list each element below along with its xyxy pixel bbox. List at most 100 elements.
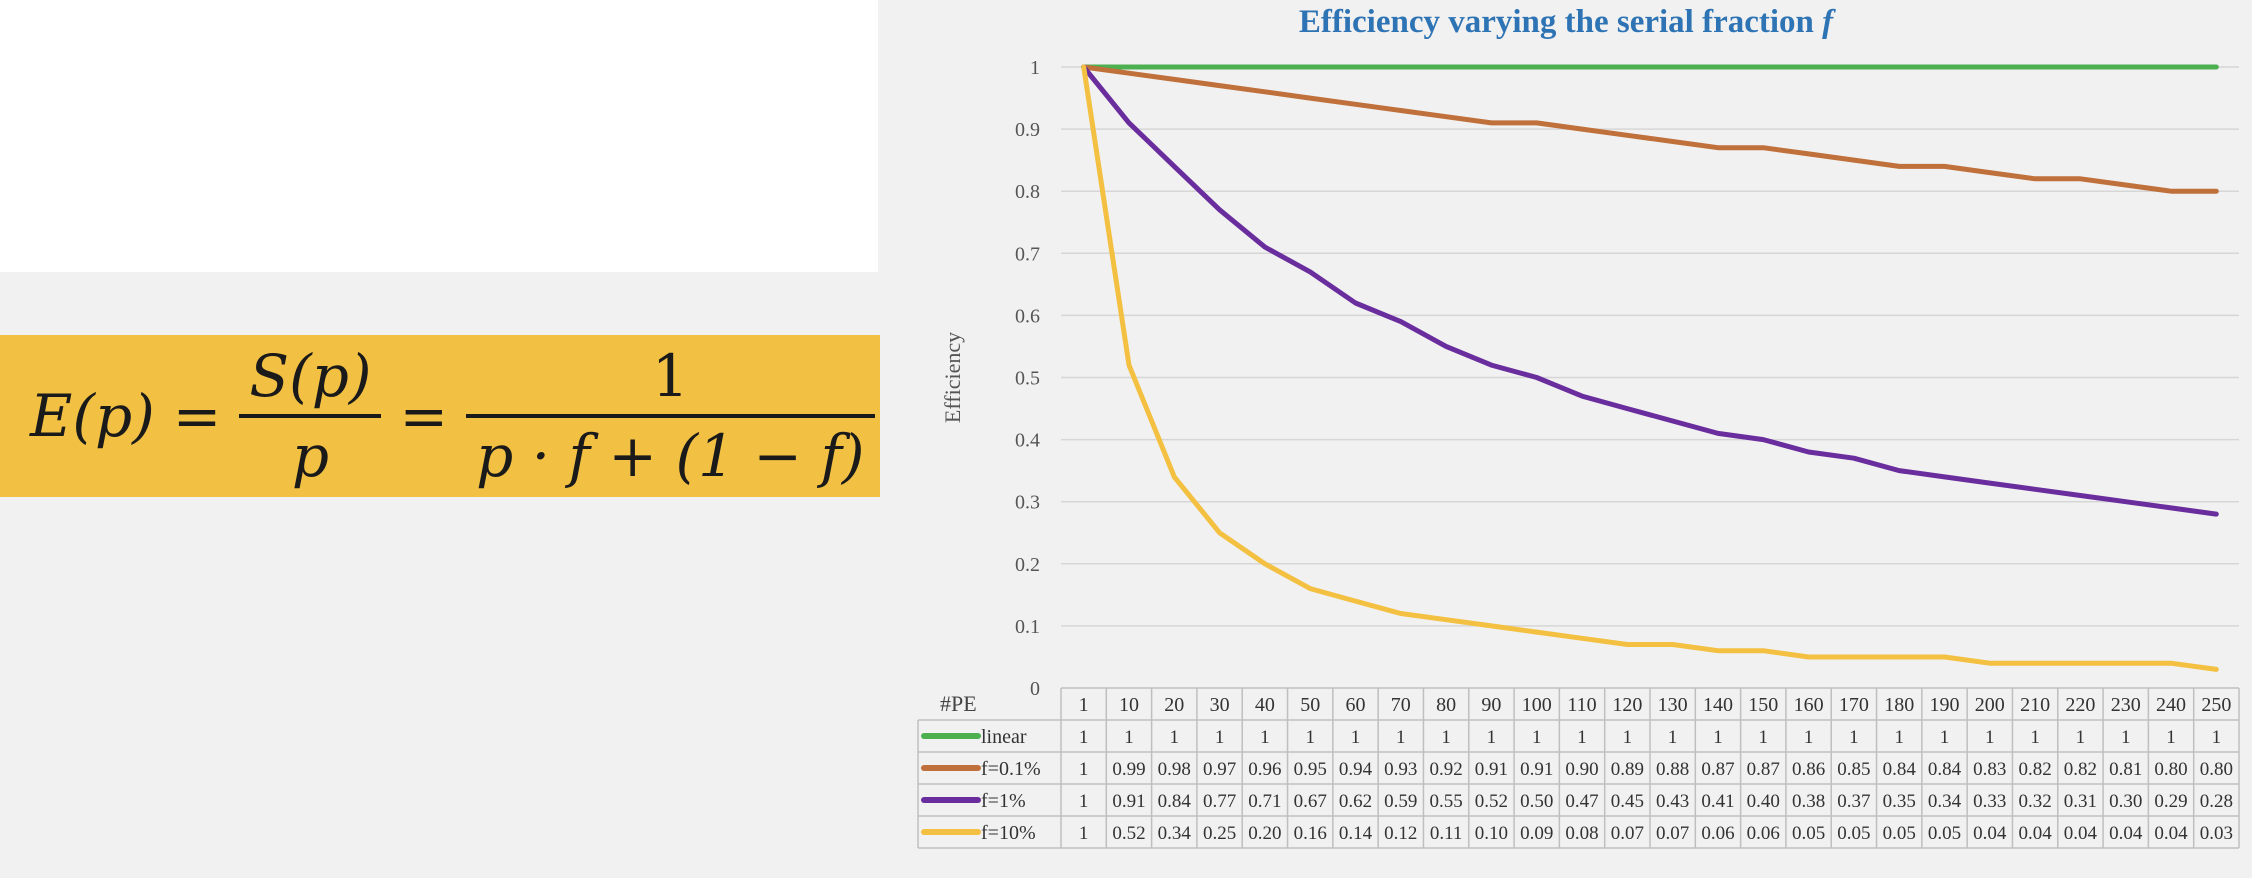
efficiency-formula-box: E(p) = S(p) p = 1 p · f + (1 − f) <box>0 335 880 497</box>
y-axis-label: Efficiency <box>940 332 965 423</box>
formula-equals-2: = <box>399 382 449 450</box>
legend-label: linear <box>981 726 1027 748</box>
data-label: 0.04 <box>2064 823 2098 844</box>
data-label: 0.92 <box>1429 759 1462 780</box>
data-label: 0.55 <box>1429 791 1462 812</box>
x-tick-label: 50 <box>1300 694 1320 716</box>
data-label: 0.85 <box>1837 759 1870 780</box>
y-tick-label: 1 <box>1030 57 1040 79</box>
data-label: 0.83 <box>1973 759 2006 780</box>
data-label: 1 <box>1804 727 1814 748</box>
data-label: 0.95 <box>1294 759 1327 780</box>
data-label: 0.98 <box>1158 759 1191 780</box>
data-label: 0.90 <box>1565 759 1598 780</box>
chart-title-text: Efficiency varying the serial fraction <box>1298 4 1823 40</box>
x-tick-label: 240 <box>2156 694 2186 716</box>
data-label: 1 <box>1713 727 1723 748</box>
data-label: 0.05 <box>1928 823 1961 844</box>
data-label: 0.45 <box>1611 791 1644 812</box>
data-label: 0.91 <box>1475 759 1508 780</box>
legend-label: f=1% <box>981 790 1026 812</box>
chart-title-variable: f <box>1822 4 1834 40</box>
data-label: 0.05 <box>1792 823 1825 844</box>
data-label: 0.32 <box>2018 791 2051 812</box>
data-label: 1 <box>1079 727 1089 748</box>
data-label: 1 <box>1351 727 1361 748</box>
series-line-3 <box>1081 64 2219 672</box>
data-label: 1 <box>1849 727 1859 748</box>
data-label: 0.10 <box>1475 823 1508 844</box>
y-tick-label: 0.2 <box>1015 554 1040 576</box>
data-label: 0.87 <box>1747 759 1780 780</box>
y-tick-label: 0.5 <box>1015 368 1040 390</box>
data-label: 0.88 <box>1656 759 1689 780</box>
x-tick-label: 90 <box>1481 694 1501 716</box>
y-tick-label: 0.9 <box>1015 119 1040 141</box>
data-label: 0.62 <box>1339 791 1372 812</box>
data-label: 0.35 <box>1883 791 1916 812</box>
data-label: 0.06 <box>1701 823 1734 844</box>
data-label: 0.04 <box>2018 823 2052 844</box>
data-label: 0.06 <box>1747 823 1780 844</box>
x-tick-label: 10 <box>1119 694 1139 716</box>
data-label: 0.20 <box>1248 823 1281 844</box>
data-label: 0.11 <box>1430 823 1463 844</box>
formula-equals-1: = <box>172 382 222 450</box>
data-label: 1 <box>2121 727 2131 748</box>
data-label: 0.84 <box>1158 791 1192 812</box>
data-label: 0.37 <box>1837 791 1870 812</box>
data-label: 0.93 <box>1384 759 1417 780</box>
data-label: 0.84 <box>1883 759 1917 780</box>
data-label: 1 <box>1532 727 1542 748</box>
data-label: 0.81 <box>2109 759 2142 780</box>
data-label: 0.05 <box>1837 823 1870 844</box>
data-label: 1 <box>1759 727 1769 748</box>
data-label: 0.82 <box>2064 759 2097 780</box>
x-tick-label: 130 <box>1658 694 1688 716</box>
data-label: 0.31 <box>2064 791 2097 812</box>
data-label: 0.91 <box>1112 791 1145 812</box>
data-label: 1 <box>1940 727 1950 748</box>
formula-lhs: E(p) <box>30 382 155 450</box>
data-label: 0.89 <box>1611 759 1644 780</box>
data-label: 1 <box>1170 727 1180 748</box>
x-tick-label: 70 <box>1391 694 1411 716</box>
table-header-label: #PE <box>940 691 977 716</box>
x-tick-label: 140 <box>1703 694 1733 716</box>
x-tick-label: 150 <box>1748 694 1778 716</box>
data-label: 1 <box>1124 727 1134 748</box>
data-label: 1 <box>1079 791 1089 812</box>
data-label: 0.94 <box>1339 759 1373 780</box>
formula-frac1-denominator: p <box>291 422 329 490</box>
data-label: 0.82 <box>2018 759 2051 780</box>
x-tick-label: 20 <box>1164 694 1184 716</box>
data-label: 1 <box>1215 727 1225 748</box>
data-label: 0.59 <box>1384 791 1417 812</box>
data-label: 0.71 <box>1248 791 1281 812</box>
formula-frac1-bar <box>239 414 382 418</box>
y-tick-label: 0.3 <box>1015 492 1040 514</box>
data-label: 0.41 <box>1701 791 1734 812</box>
data-label: 0.34 <box>1928 791 1962 812</box>
efficiency-formula: E(p) = S(p) p = 1 p · f + (1 − f) <box>30 342 875 490</box>
x-tick-label: 190 <box>1930 694 1960 716</box>
data-label: 0.14 <box>1339 823 1373 844</box>
formula-frac2-bar <box>466 414 875 418</box>
x-tick-label: 60 <box>1346 694 1366 716</box>
x-tick-label: 230 <box>2111 694 2141 716</box>
legend-label: f=10% <box>981 822 1036 844</box>
y-tick-label: 0 <box>1030 678 1040 700</box>
y-tick-label: 0.6 <box>1015 305 1040 327</box>
data-label: 0.30 <box>2109 791 2142 812</box>
data-label: 1 <box>2166 727 2176 748</box>
formula-fraction-amdahl: 1 p · f + (1 − f) <box>466 342 875 490</box>
x-tick-label: 80 <box>1436 694 1456 716</box>
data-label: 0.47 <box>1565 791 1598 812</box>
data-label: 0.50 <box>1520 791 1553 812</box>
y-tick-label: 0.8 <box>1015 181 1040 203</box>
series-line-1 <box>1081 64 2219 194</box>
data-label: 1 <box>1487 727 1497 748</box>
x-tick-label: 160 <box>1794 694 1824 716</box>
x-tick-label: 1 <box>1079 694 1089 716</box>
